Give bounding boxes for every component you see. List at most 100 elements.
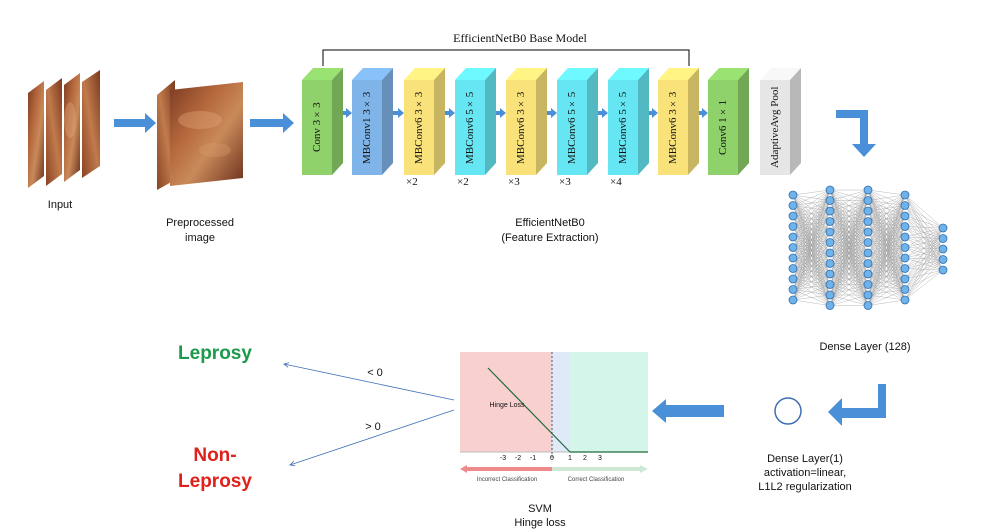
- dense-edge: [792, 189, 831, 259]
- leprosy-output: Leprosy: [178, 343, 252, 364]
- dense-node: [788, 201, 798, 210]
- dense-edge: [867, 299, 906, 306]
- block-label-1: MBConv1 3×3: [361, 91, 373, 164]
- dense-node: [863, 185, 873, 195]
- dense-edge: [829, 189, 869, 233]
- dense-edge: [792, 231, 831, 301]
- dense-node: [788, 211, 798, 221]
- dense-edge: [792, 263, 831, 301]
- block-connector-4: [547, 108, 557, 118]
- dense-edge: [792, 284, 831, 301]
- greater-than-zero-label: > 0: [365, 421, 381, 433]
- dense-node: [900, 201, 910, 210]
- arrow-to-non-leprosy: [290, 409, 455, 465]
- dense-node: [900, 222, 910, 231]
- block-front-3: [455, 80, 485, 175]
- hinge-loss-inner-label: Hinge Loss: [489, 402, 525, 409]
- dense-edge: [829, 263, 869, 306]
- feature-extraction-label: EfficientNetB0 (Feature Extraction): [480, 216, 620, 246]
- dense-edge: [904, 205, 944, 229]
- block-front-2: [404, 80, 434, 175]
- dense-edge: [867, 257, 906, 306]
- dense-edge: [867, 194, 906, 233]
- block-front-7: [658, 80, 688, 175]
- block-multiplier-5: ×3: [559, 176, 571, 188]
- arrow-to-leprosy: [284, 364, 455, 401]
- svm-label: SVM Hinge loss: [500, 502, 580, 530]
- block-label-0: Conv 3×3: [311, 102, 323, 153]
- dense-node: [825, 269, 835, 279]
- dense-edge: [867, 278, 906, 306]
- dense-edge: [829, 231, 869, 306]
- dense-edge: [829, 189, 869, 254]
- dense-edge: [904, 227, 944, 238]
- svm-label-line2: Hinge loss: [514, 517, 566, 529]
- dense-node: [863, 269, 873, 279]
- dense-node: [863, 238, 873, 247]
- dense-node: [900, 274, 910, 284]
- svm-label-line1: SVM: [528, 503, 552, 515]
- hinge-loss-line: [487, 367, 571, 453]
- dense-edge: [867, 194, 906, 275]
- block-label-4: MBConv6 3×3: [515, 91, 527, 164]
- dense-node: [863, 248, 873, 258]
- dense1-node: [774, 397, 802, 425]
- block-front-4: [506, 80, 536, 175]
- dense-edge: [792, 273, 831, 301]
- block-top-7: [658, 68, 699, 80]
- non-leprosy-line1: Non-: [193, 445, 237, 466]
- dense-node: [900, 285, 910, 294]
- dense-edge: [792, 189, 831, 301]
- dense-node: [788, 232, 798, 242]
- dense-node: [863, 280, 873, 289]
- block-multiplier-2: ×2: [406, 176, 418, 188]
- block-connector-0: [343, 108, 352, 118]
- dense-node: [938, 234, 948, 243]
- block-top-3: [455, 68, 496, 80]
- non-leprosy-line2: Leprosy: [178, 471, 252, 492]
- preprocessed-image: [157, 80, 243, 190]
- block-connector-1: [393, 108, 404, 118]
- dense-edge: [792, 221, 831, 301]
- hinge-loss-plot: [460, 352, 648, 473]
- block-top-6: [608, 68, 649, 80]
- dense-node: [863, 290, 873, 300]
- dense-edge: [829, 189, 869, 275]
- dense-node: [938, 265, 948, 275]
- dense-edge: [867, 194, 906, 201]
- dense-edge: [792, 200, 831, 301]
- block-connector-7: [699, 108, 708, 118]
- dense1-label-line1: Dense Layer(1): [767, 453, 843, 465]
- dense-edge: [904, 259, 944, 301]
- dense-edge: [829, 189, 869, 285]
- dense-edge: [829, 221, 869, 306]
- dense-node: [900, 295, 910, 305]
- dense-edge: [829, 189, 869, 296]
- preprocessed-label: Preprocessed image: [160, 216, 240, 246]
- block-top-8: [708, 68, 749, 80]
- dense-edge: [904, 227, 944, 301]
- hinge-tick-1: -2: [514, 455, 522, 462]
- non-leprosy-output: Non- Leprosy: [160, 443, 270, 495]
- dense-edge: [867, 189, 906, 196]
- dense-node: [863, 301, 873, 310]
- dense-edge: [792, 189, 831, 206]
- dense-node: [825, 280, 835, 289]
- block-top-9: [760, 68, 801, 80]
- dense-edge: [792, 242, 831, 301]
- block-side-5: [587, 68, 598, 175]
- block-top-0: [302, 68, 343, 80]
- dense-edge: [904, 227, 944, 269]
- dense-edge: [792, 210, 831, 301]
- block-multiplier-6: ×4: [610, 176, 622, 188]
- dense-edge: [792, 299, 831, 306]
- hinge-tick-2: -1: [529, 455, 537, 462]
- dense-edge: [867, 194, 906, 212]
- dense-node: [788, 253, 798, 263]
- feature-label-line2: (Feature Extraction): [501, 232, 599, 244]
- hinge-tick-0: -3: [499, 455, 507, 462]
- dense-node: [825, 217, 835, 226]
- block-label-2: MBConv6 3×3: [413, 91, 425, 164]
- block-front-5: [557, 80, 587, 175]
